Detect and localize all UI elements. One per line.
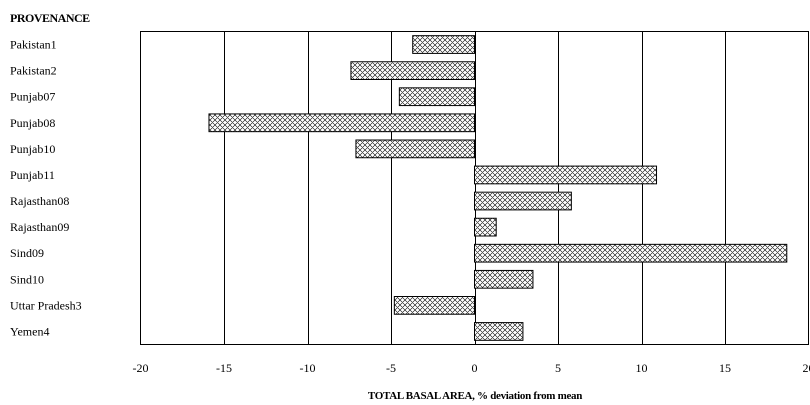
x-tick-label: -15 xyxy=(216,361,232,375)
category-labels: Pakistan1 Pakistan2 Punjab07 Punjab08 Punjab… xyxy=(10,38,82,339)
chart-title: PROVENANCE xyxy=(10,11,90,25)
bar-sind10 xyxy=(474,269,534,289)
bars xyxy=(208,35,788,341)
category-label: Rajasthan09 xyxy=(10,220,69,234)
bar-uttar-pradesh3 xyxy=(393,296,475,315)
bar-punjab08 xyxy=(208,113,475,133)
category-label: Punjab10 xyxy=(10,142,55,156)
bar-punjab11 xyxy=(474,165,658,185)
x-tick-label: 20 xyxy=(803,361,810,375)
x-tick-label: -20 xyxy=(133,361,149,375)
bar-pakistan1 xyxy=(412,35,475,54)
category-label: Pakistan1 xyxy=(10,38,57,52)
x-tick-label: 15 xyxy=(719,361,731,375)
category-label: Sind09 xyxy=(10,246,44,260)
x-tick-label: 0 xyxy=(472,361,478,375)
category-label: Sind10 xyxy=(10,272,44,286)
category-label: Yemen4 xyxy=(10,324,49,338)
grid-lines xyxy=(224,31,726,345)
category-label: Rajasthan08 xyxy=(10,194,69,208)
category-label: Punjab08 xyxy=(10,116,55,130)
bar-rajasthan08 xyxy=(474,191,572,211)
bar-yemen4 xyxy=(474,322,524,341)
bar-punjab07 xyxy=(398,87,476,107)
x-tick-labels: -20 -15 -10 -5 0 5 10 15 20 xyxy=(133,361,810,375)
category-label: Punjab11 xyxy=(10,168,55,182)
bar-rajasthan09 xyxy=(474,217,497,237)
x-tick-label: 5 xyxy=(555,361,561,375)
category-label: Punjab07 xyxy=(10,90,55,104)
x-axis-title: TOTAL BASAL AREA, % deviation from mean xyxy=(368,390,582,402)
bar-pakistan2 xyxy=(350,61,476,80)
bar-sind09 xyxy=(474,243,788,263)
bar-punjab10 xyxy=(355,139,475,159)
category-label: Uttar Pradesh3 xyxy=(10,298,82,312)
x-tick-label: -5 xyxy=(386,361,396,375)
x-tick-label: 10 xyxy=(636,361,648,375)
plot-frame xyxy=(140,31,809,345)
category-label: Pakistan2 xyxy=(10,64,57,78)
x-tick-label: -10 xyxy=(300,361,316,375)
